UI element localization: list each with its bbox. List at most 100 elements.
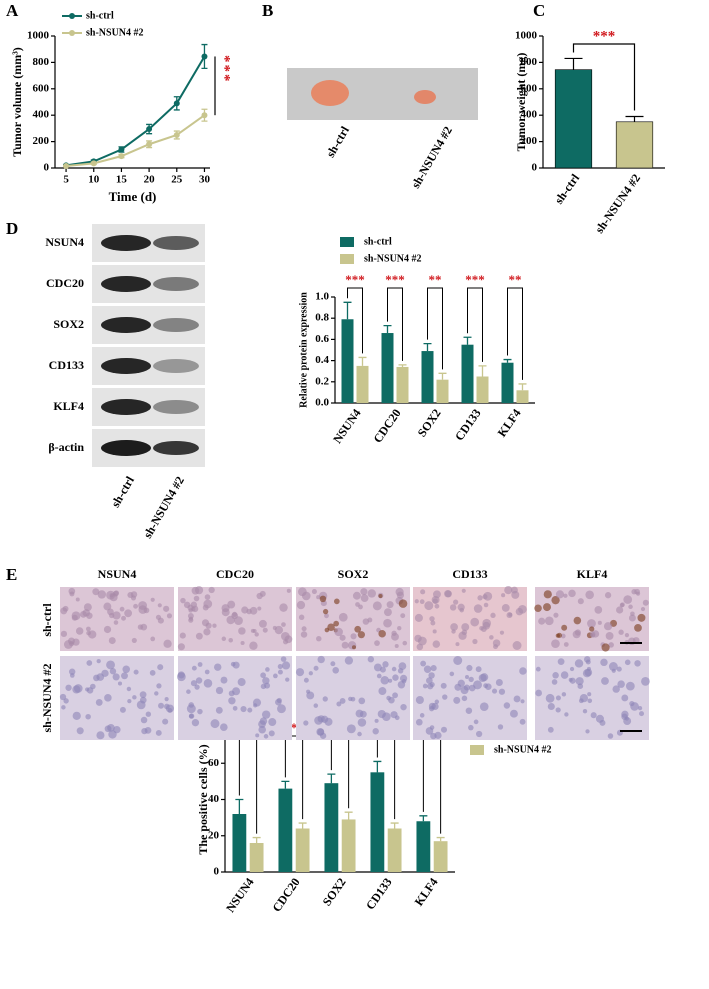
error-bar — [344, 811, 353, 820]
significance-bracket — [507, 287, 523, 380]
cell-nucleus — [150, 597, 155, 602]
cell-nucleus — [260, 683, 267, 690]
legend-swatch — [470, 745, 484, 755]
cell-nucleus — [317, 655, 325, 664]
error-bar — [478, 365, 487, 377]
cell-nucleus — [166, 613, 173, 619]
cell-nucleus — [138, 605, 148, 614]
tumor — [414, 90, 436, 104]
bar — [416, 821, 431, 872]
x-axis-label: Time (d) — [109, 189, 157, 204]
cell-nucleus — [378, 594, 383, 599]
cell-nucleus — [238, 627, 246, 635]
cell-nucleus — [260, 672, 266, 679]
cell-nucleus — [618, 629, 624, 635]
y-tick-label: 0.8 — [315, 312, 329, 324]
protein-label: KLF4 — [53, 399, 84, 413]
cell-nucleus — [295, 668, 305, 677]
cell-nucleus — [475, 730, 483, 738]
protein-label: β-actin — [48, 440, 84, 454]
cell-nucleus — [90, 683, 96, 690]
x-tick-label: CD133 — [363, 875, 395, 912]
cell-nucleus — [72, 711, 81, 720]
cell-nucleus — [333, 620, 340, 627]
cell-nucleus — [511, 586, 518, 594]
cell-nucleus — [186, 704, 196, 714]
cell-nucleus — [213, 663, 222, 671]
cell-nucleus — [124, 609, 133, 618]
cell-nucleus — [60, 607, 68, 615]
cell-nucleus — [96, 658, 101, 664]
group-label: sh-ctrl — [40, 603, 54, 637]
bar — [232, 814, 247, 872]
bar — [516, 390, 529, 403]
cell-nucleus — [422, 683, 428, 689]
cell-nucleus — [473, 604, 483, 613]
cell-nucleus — [247, 707, 253, 713]
cell-nucleus — [250, 628, 255, 633]
cell-nucleus — [355, 602, 360, 607]
cell-nucleus — [455, 642, 460, 647]
series-line — [65, 114, 206, 168]
x-tick-label: NSUN4 — [330, 406, 364, 446]
cell-nucleus — [131, 637, 137, 644]
y-tick-label: 0.2 — [315, 375, 329, 387]
cell-nucleus — [380, 675, 390, 685]
protein-label: SOX2 — [53, 317, 84, 331]
cell-nucleus — [190, 680, 198, 687]
cell-nucleus — [240, 640, 245, 646]
cell-nucleus — [612, 685, 620, 693]
cell-nucleus — [414, 634, 422, 643]
cell-nucleus — [391, 666, 397, 672]
cell-nucleus — [69, 591, 75, 597]
error-bar — [373, 760, 382, 773]
cell-nucleus — [561, 624, 568, 631]
protein-label: NSUN4 — [45, 235, 84, 249]
cell-nucleus — [139, 691, 147, 698]
marker-label: SOX2 — [338, 567, 369, 581]
cell-nucleus — [308, 671, 313, 676]
cell-nucleus — [582, 709, 588, 714]
cell-nucleus — [503, 702, 511, 709]
cell-nucleus — [279, 603, 288, 612]
cell-nucleus — [634, 660, 641, 667]
cell-nucleus — [177, 643, 185, 651]
cell-nucleus — [69, 673, 75, 678]
blot-band — [101, 235, 151, 251]
error-bar — [235, 798, 244, 814]
cell-nucleus — [195, 677, 203, 684]
bar — [341, 819, 356, 872]
cell-nucleus — [551, 639, 560, 649]
cell-nucleus — [382, 661, 389, 668]
cell-nucleus — [162, 718, 169, 725]
x-tick-label: NSUN4 — [223, 875, 257, 915]
cell-nucleus — [461, 623, 470, 632]
cell-nucleus — [253, 703, 258, 708]
panel-label: E — [6, 565, 17, 584]
data-point — [118, 153, 125, 160]
blot-band — [153, 400, 199, 414]
cell-nucleus — [378, 630, 386, 638]
cell-nucleus — [333, 598, 340, 605]
cell-nucleus — [296, 600, 306, 610]
cell-nucleus — [85, 626, 91, 632]
cell-nucleus — [332, 666, 340, 674]
cell-nucleus — [459, 607, 465, 613]
protein-label: CDC20 — [46, 276, 84, 290]
cell-nucleus — [282, 639, 289, 645]
cell-nucleus — [145, 711, 152, 717]
cell-nucleus — [220, 723, 228, 732]
cell-nucleus — [367, 656, 375, 663]
cell-nucleus — [232, 705, 238, 711]
cell-nucleus — [392, 692, 398, 699]
cell-nucleus — [126, 686, 132, 692]
cell-nucleus — [156, 683, 162, 689]
cell-nucleus — [334, 627, 343, 637]
blot-band — [153, 318, 199, 332]
cell-nucleus — [346, 724, 356, 734]
cell-nucleus — [179, 632, 186, 639]
cell-nucleus — [132, 695, 137, 700]
error-bar — [383, 324, 392, 334]
cell-nucleus — [466, 664, 473, 672]
cell-nucleus — [434, 603, 440, 609]
